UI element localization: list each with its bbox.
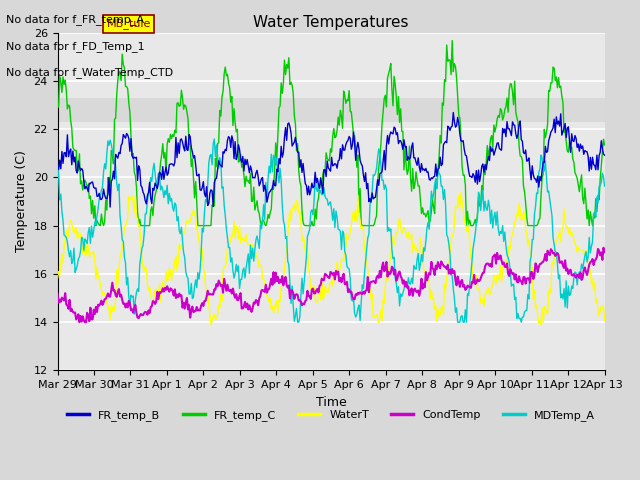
Text: No data for f_WaterTemp_CTD: No data for f_WaterTemp_CTD <box>6 67 173 78</box>
Y-axis label: Temperature (C): Temperature (C) <box>15 151 28 252</box>
Text: MB_tule: MB_tule <box>107 18 151 29</box>
Title: Water Temperatures: Water Temperatures <box>253 15 409 30</box>
Legend: FR_temp_B, FR_temp_C, WaterT, CondTemp, MDTemp_A: FR_temp_B, FR_temp_C, WaterT, CondTemp, … <box>63 406 600 426</box>
X-axis label: Time: Time <box>316 396 346 408</box>
Text: No data for f_FR_temp_A: No data for f_FR_temp_A <box>6 14 145 25</box>
Text: No data for f_FD_Temp_1: No data for f_FD_Temp_1 <box>6 41 145 52</box>
Bar <box>58 98 605 122</box>
